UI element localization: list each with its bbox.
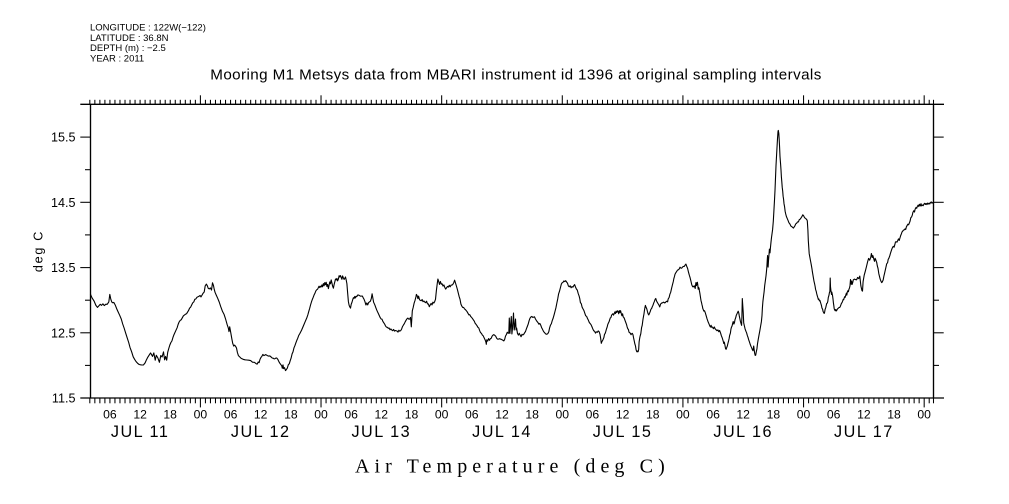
svg-text:00: 00 — [194, 408, 208, 422]
svg-text:11.5: 11.5 — [52, 392, 76, 406]
svg-text:00: 00 — [917, 408, 931, 422]
svg-text:12: 12 — [133, 408, 147, 422]
svg-text:06: 06 — [706, 408, 720, 422]
svg-text:06: 06 — [586, 408, 600, 422]
svg-text:06: 06 — [344, 408, 358, 422]
svg-text:00: 00 — [797, 408, 811, 422]
svg-text:18: 18 — [646, 408, 660, 422]
svg-text:18: 18 — [284, 408, 298, 422]
svg-text:YEAR : 2011: YEAR : 2011 — [90, 54, 144, 65]
svg-text:JUL 17: JUL 17 — [834, 423, 894, 441]
svg-text:12: 12 — [857, 408, 871, 422]
svg-text:00: 00 — [314, 408, 328, 422]
svg-text:06: 06 — [103, 408, 117, 422]
svg-text:12.5: 12.5 — [51, 326, 76, 340]
svg-text:LATITUDE : 36.8N: LATITUDE : 36.8N — [90, 33, 169, 44]
svg-text:12: 12 — [616, 408, 630, 422]
svg-text:15.5: 15.5 — [51, 131, 76, 145]
svg-text:Air Temperature (deg C): Air Temperature (deg C) — [355, 456, 670, 478]
svg-text:12: 12 — [736, 408, 750, 422]
svg-text:JUL 15: JUL 15 — [593, 423, 653, 441]
svg-text:18: 18 — [163, 408, 177, 422]
svg-text:06: 06 — [224, 408, 238, 422]
svg-text:12: 12 — [375, 408, 389, 422]
svg-text:18: 18 — [767, 408, 781, 422]
svg-text:18: 18 — [525, 408, 539, 422]
svg-text:JUL 16: JUL 16 — [713, 423, 773, 441]
svg-text:06: 06 — [465, 408, 479, 422]
svg-text:DEPTH (m) : −2.5: DEPTH (m) : −2.5 — [90, 43, 166, 54]
svg-text:06: 06 — [827, 408, 841, 422]
svg-text:Mooring M1 Metsys data from MB: Mooring M1 Metsys data from MBARI instru… — [210, 67, 821, 84]
svg-text:JUL 11: JUL 11 — [111, 423, 170, 441]
svg-text:JUL 14: JUL 14 — [472, 423, 532, 441]
svg-text:JUL 12: JUL 12 — [231, 423, 291, 441]
svg-text:14.5: 14.5 — [51, 196, 76, 210]
svg-text:18: 18 — [405, 408, 419, 422]
svg-text:JUL 13: JUL 13 — [351, 423, 411, 441]
svg-text:deg C: deg C — [32, 230, 46, 272]
svg-text:LONGITUDE : 122W(−122): LONGITUDE : 122W(−122) — [90, 23, 206, 34]
svg-text:12: 12 — [495, 408, 509, 422]
svg-text:00: 00 — [435, 408, 449, 422]
svg-text:12: 12 — [254, 408, 268, 422]
svg-text:18: 18 — [887, 408, 901, 422]
svg-text:00: 00 — [556, 408, 570, 422]
svg-text:13.5: 13.5 — [51, 261, 76, 275]
svg-text:00: 00 — [676, 408, 690, 422]
